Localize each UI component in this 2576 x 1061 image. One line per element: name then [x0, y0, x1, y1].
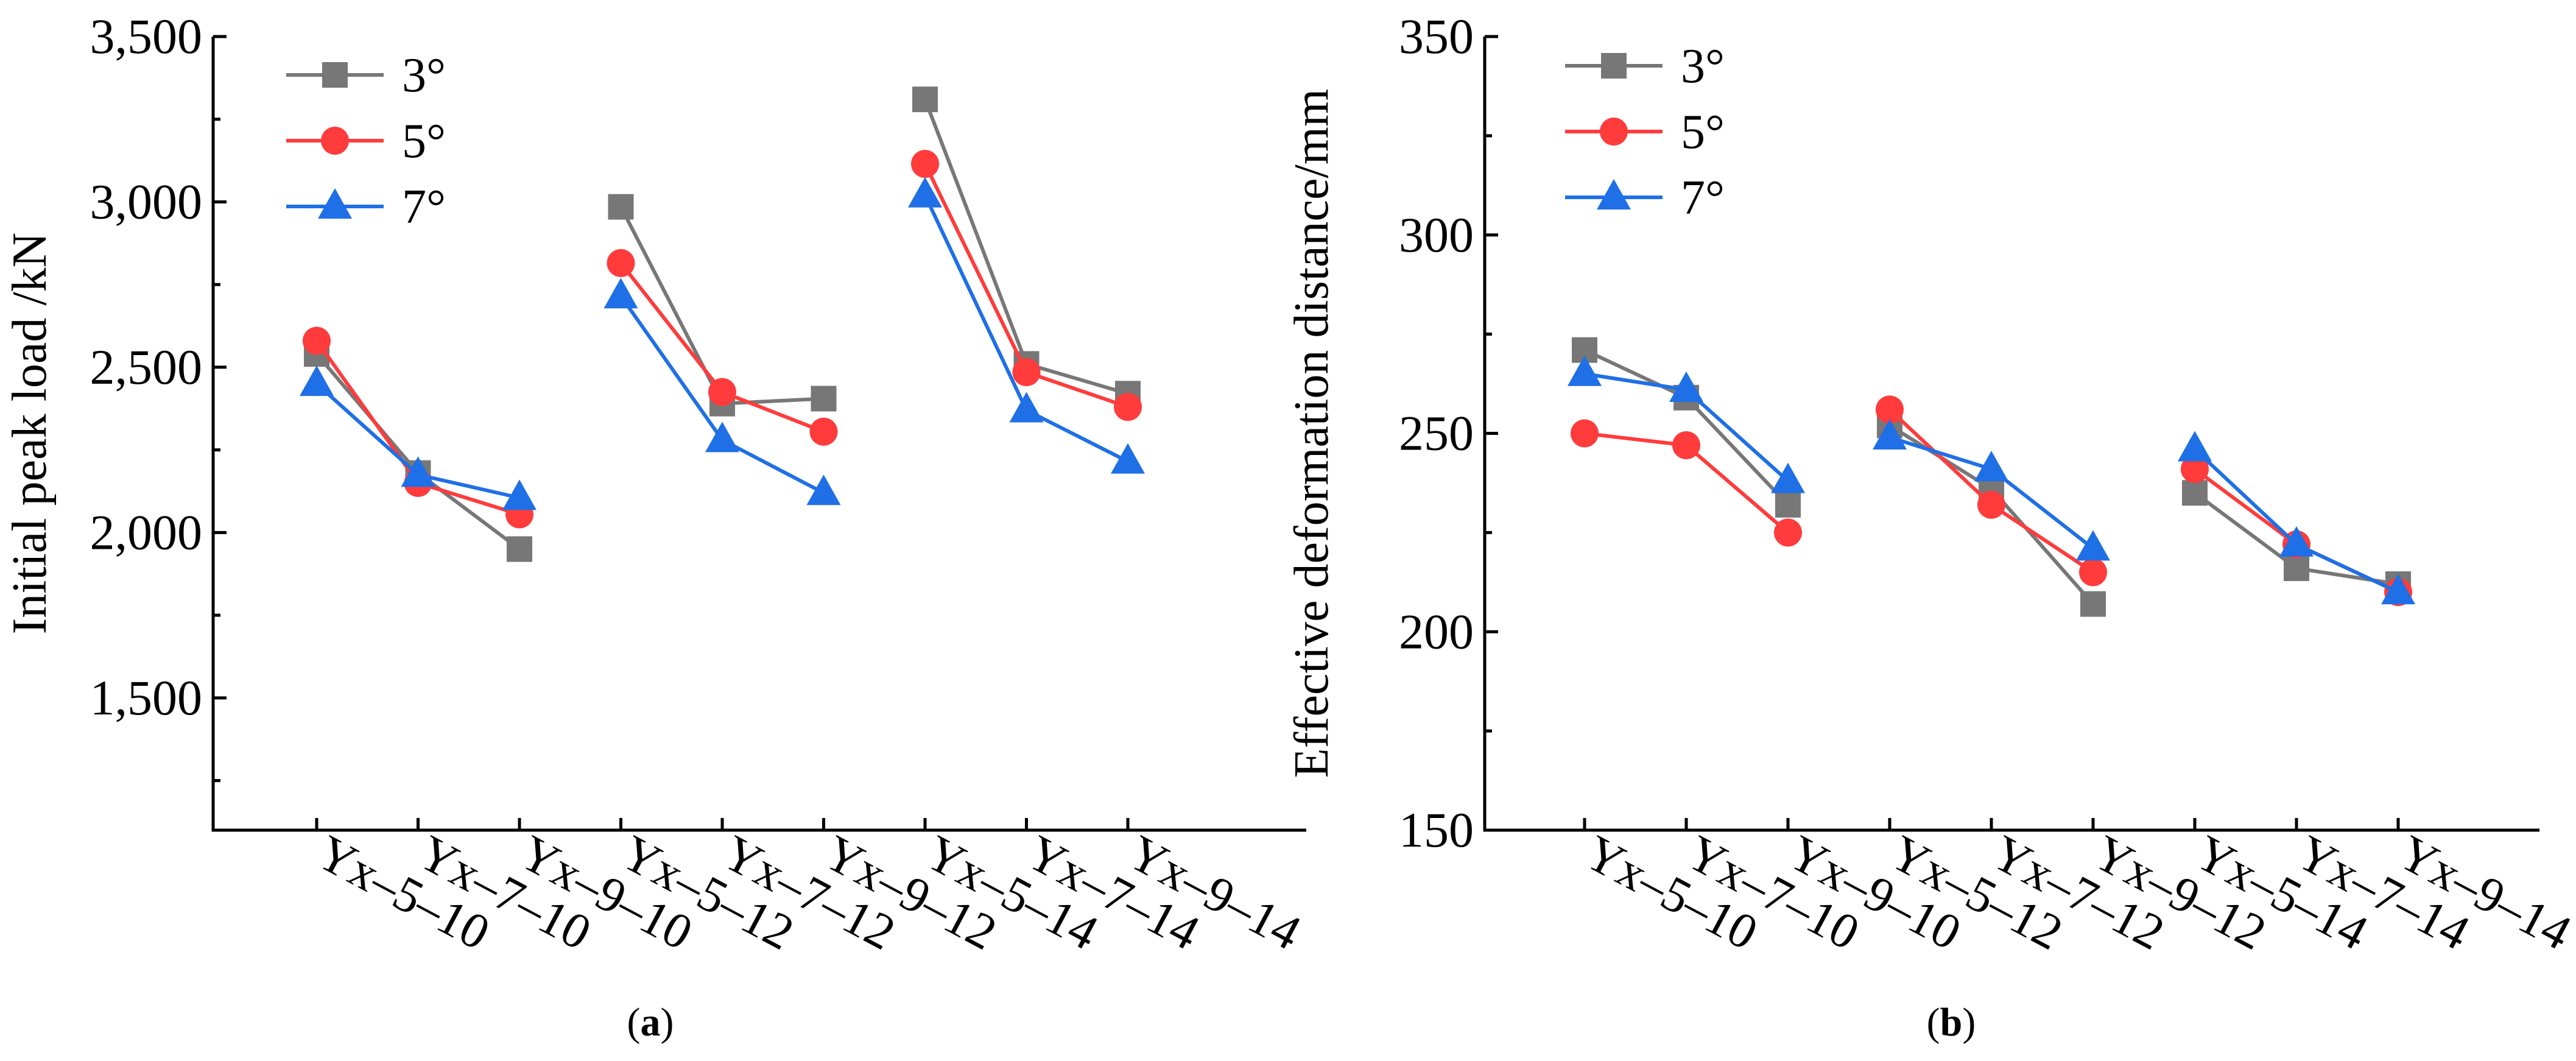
data-point-2-7	[1009, 392, 1044, 423]
y-tick-label: 1,500	[90, 670, 203, 725]
data-point-1-1	[1672, 431, 1700, 460]
data-point-1-5	[2079, 558, 2107, 587]
data-point-2-6	[908, 177, 942, 208]
caption-letter: b	[1940, 1000, 1963, 1045]
panel-caption: (a)	[627, 1000, 674, 1045]
data-point-0-6	[2182, 480, 2208, 506]
y-tick-label: 3,000	[90, 174, 203, 229]
data-point-1-5	[809, 417, 838, 446]
legend-marker-2	[1597, 179, 1631, 210]
panel-caption: (b)	[1927, 1000, 1976, 1045]
y-tick-label: 3,500	[90, 9, 203, 64]
data-point-1-6	[2181, 455, 2209, 484]
chart-a: 1,5002,0002,5003,0003,500Yx–5–10Yx–7–10Y…	[3, 9, 1310, 1045]
data-point-1-0	[1571, 419, 1599, 448]
series-line-0	[923, 99, 1128, 396]
data-point-2-5	[2076, 530, 2110, 561]
data-point-2-0	[1568, 355, 1602, 386]
data-point-0-3	[608, 194, 634, 220]
data-point-1-7	[1012, 358, 1041, 387]
y-axis-title: Initial peak load /kN	[3, 233, 57, 635]
data-point-1-4	[708, 378, 736, 406]
data-point-1-8	[1114, 393, 1142, 421]
data-point-2-4	[705, 421, 739, 453]
legend-label-0: 3°	[402, 49, 446, 102]
legend-label-2: 7°	[1681, 171, 1725, 225]
y-tick-label: 150	[1399, 802, 1474, 858]
data-point-1-2	[1774, 518, 1802, 547]
legend-label-1: 5°	[1681, 105, 1725, 159]
y-tick-label: 2,500	[90, 339, 203, 395]
chart-b: 150200250300350Yx–5–10Yx–7–10Yx–9–10Yx–5…	[1285, 9, 2576, 1045]
data-point-2-4	[1974, 451, 2008, 482]
data-point-2-7	[2279, 526, 2314, 557]
y-tick-label: 350	[1399, 9, 1474, 64]
data-point-0-5	[2080, 591, 2106, 617]
legend-marker-1	[321, 127, 349, 155]
data-point-0-2	[507, 536, 532, 562]
data-point-2-8	[1111, 443, 1145, 474]
legend-label-1: 5°	[402, 115, 446, 168]
y-axis-title: Effective deformation distance/mm	[1285, 89, 1339, 778]
y-tick-label: 300	[1399, 207, 1474, 263]
data-point-1-3	[1876, 395, 1904, 424]
data-point-2-2	[1771, 462, 1805, 493]
caption-letter: a	[641, 1000, 661, 1045]
data-point-0-2	[1775, 492, 1801, 518]
caption-close: )	[1962, 1000, 1976, 1045]
y-tick-label: 250	[1399, 406, 1474, 461]
y-tick-label: 2,000	[90, 504, 203, 560]
legend-marker-0	[322, 62, 348, 88]
data-point-0-7	[2284, 555, 2309, 582]
data-point-1-4	[1977, 490, 2005, 519]
data-point-0-6	[912, 86, 938, 113]
legend-label-2: 7°	[402, 180, 446, 234]
data-point-0-5	[811, 386, 837, 412]
data-point-2-6	[2178, 431, 2212, 462]
caption-open: (	[1927, 1000, 1940, 1045]
data-point-2-5	[806, 474, 841, 506]
legend-label-0: 3°	[1681, 40, 1725, 93]
y-tick-label: 200	[1399, 604, 1474, 659]
data-point-2-1	[401, 456, 435, 487]
data-point-2-3	[1873, 419, 1907, 450]
data-point-2-0	[300, 365, 334, 397]
legend-marker-2	[318, 188, 352, 219]
series-line-0	[619, 206, 824, 406]
data-point-1-3	[607, 249, 635, 277]
data-point-2-1	[1669, 371, 1703, 402]
data-point-2-3	[604, 278, 638, 309]
caption-open: (	[627, 1000, 641, 1045]
data-point-1-6	[911, 150, 939, 178]
data-point-2-2	[502, 479, 537, 510]
data-point-1-0	[303, 326, 331, 355]
legend-marker-0	[1601, 53, 1627, 79]
data-point-2-8	[2381, 574, 2415, 605]
legend-marker-1	[1600, 118, 1628, 146]
caption-close: )	[661, 1000, 674, 1045]
